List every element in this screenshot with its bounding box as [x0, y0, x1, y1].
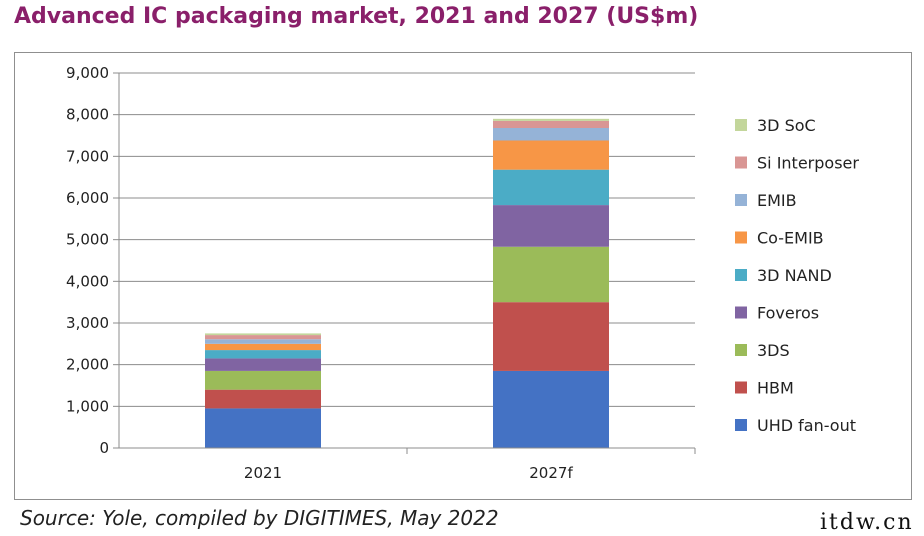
x-tick-label: 2027f: [529, 464, 573, 482]
bar-segment-3d-soc-1: [493, 118, 609, 121]
bar-segment-hbm-1: [493, 302, 609, 371]
legend-swatch: [735, 344, 747, 356]
legend-label: Co-EMIB: [757, 229, 824, 248]
legend-swatch: [735, 381, 747, 394]
bar-segment-si-interposer-1: [493, 120, 609, 128]
y-tick-label: 7,000: [66, 147, 109, 165]
axes: [118, 73, 695, 449]
watermark: itdw.cn: [820, 510, 914, 535]
legend-label: UHD fan-out: [757, 416, 856, 435]
bar-segment-co-emib-1: [493, 140, 609, 170]
x-tick-label: 2021: [244, 464, 282, 482]
bar-segment-3d-nand-0: [205, 350, 321, 359]
legend-swatch: [735, 269, 747, 281]
legend-label: EMIB: [757, 191, 797, 210]
y-tick-label: 2,000: [66, 356, 109, 374]
legend-swatch: [735, 119, 747, 131]
chart-frame: 0 1,000 2,000 3,000 4,000 5,000 6,000 7,000 8,00…: [14, 52, 912, 500]
legend-label: 3DS: [757, 341, 790, 360]
bar-segment-emib-0: [205, 339, 321, 344]
legend-label: Si Interposer: [757, 154, 859, 173]
bar-segment-emib-1: [493, 128, 609, 141]
bar-segment-3ds-1: [493, 246, 609, 303]
bar-segment-foveros-0: [205, 358, 321, 371]
legend-label: 3D SoC: [757, 116, 816, 135]
y-tick-label: 0: [99, 439, 109, 457]
stacked-bar-chart: 0 1,000 2,000 3,000 4,000 5,000 6,000 7,000 8,00…: [66, 64, 859, 482]
y-tick-label: 5,000: [66, 231, 109, 249]
y-tick-label: 6,000: [66, 189, 109, 207]
bar-segment-uhd-fan-out-0: [205, 408, 321, 448]
legend-label: Foveros: [757, 304, 819, 323]
bar-segment-3d-soc-0: [205, 333, 321, 336]
y-tick-label: 9,000: [66, 64, 109, 82]
y-axis-ticks: 0 1,000 2,000 3,000 4,000 5,000 6,000 7,000 8,00…: [66, 64, 119, 457]
legend-swatch: [735, 231, 747, 244]
legend-label: 3D NAND: [757, 266, 832, 285]
legend-swatch: [735, 156, 747, 169]
legend-swatch: [735, 194, 747, 206]
source-note: Source: Yole, compiled by DIGITIMES, May…: [20, 506, 499, 530]
y-tick-label: 3,000: [66, 314, 109, 332]
y-tick-label: 4,000: [66, 272, 109, 290]
bar-segment-uhd-fan-out-1: [493, 370, 609, 448]
legend: 3D SoC Si Interposer EMIB Co-EMIB 3D NAND Fov…: [735, 116, 859, 435]
y-tick-label: 8,000: [66, 106, 109, 124]
x-axis-ticks: 2021 2027f: [244, 448, 696, 482]
legend-swatch: [735, 306, 747, 319]
bar-segment-3ds-0: [205, 370, 321, 390]
y-tick-label: 1,000: [66, 397, 109, 415]
bar-segment-co-emib-0: [205, 343, 321, 351]
bar-segment-hbm-0: [205, 389, 321, 409]
bar-segment-3d-nand-1: [493, 169, 609, 206]
legend-label: HBM: [757, 379, 794, 398]
bar-segment-si-interposer-0: [205, 335, 321, 340]
bar-segment-foveros-1: [493, 205, 609, 247]
bars: [205, 118, 609, 448]
chart-title: Advanced IC packaging market, 2021 and 2…: [14, 4, 699, 29]
legend-swatch: [735, 419, 747, 431]
